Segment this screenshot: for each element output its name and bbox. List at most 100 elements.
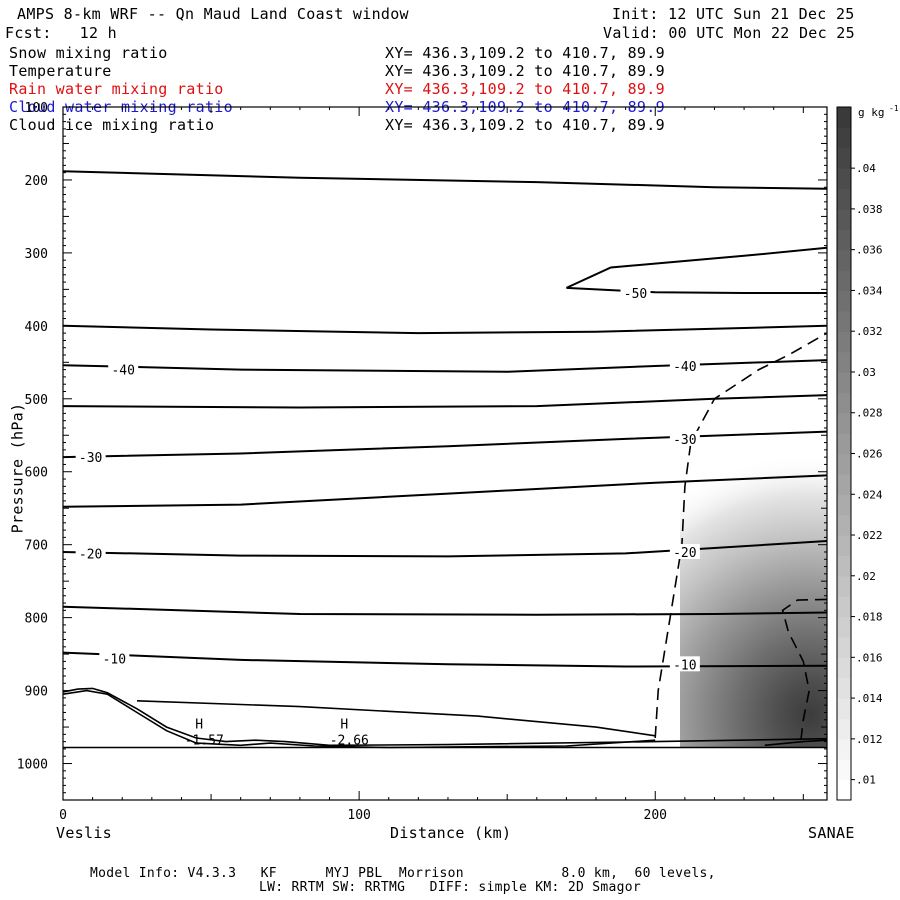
- snow-mixing-ratio-shading: [680, 440, 827, 750]
- legend-name-snow: Snow mixing ratio: [9, 44, 168, 62]
- legend-xy-snow: XY= 436.3,109.2 to 410.7, 89.9: [385, 44, 665, 62]
- init-time: Init: 12 UTC Sun 21 Dec 25: [612, 5, 855, 23]
- colorbar-swatch: [837, 473, 851, 495]
- x-tick-label: 200: [644, 808, 667, 823]
- snow-contour-upper: [136, 700, 656, 737]
- plot-frame: [62, 106, 828, 801]
- high-marker: H: [195, 718, 203, 733]
- colorbar-tick-label: .028: [856, 407, 883, 420]
- temperature-contour: [63, 324, 827, 335]
- temperature-contour: [63, 170, 827, 190]
- colorbar-tick-label: .034: [856, 284, 883, 297]
- colorbar-swatch: [837, 779, 851, 801]
- chart-title: AMPS 8-km WRF -- Qn Maud Land Coast wind…: [17, 5, 409, 23]
- contour-label: -30: [673, 433, 696, 448]
- legend-xy-rain: XY= 436.3,109.2 to 410.7, 89.9: [385, 80, 665, 98]
- colorbar-swatch: [837, 698, 851, 720]
- colorbar-tick-label: .03: [856, 366, 876, 379]
- y-tick-label: 800: [25, 612, 48, 627]
- y-tick-label: 400: [25, 320, 48, 335]
- contour-label-bg: [75, 545, 106, 561]
- contour-label-bg: [669, 357, 700, 373]
- y-tick-label: 900: [25, 685, 48, 700]
- colorbar-tick-label: .012: [856, 733, 883, 746]
- contour-label: -10: [673, 658, 696, 673]
- y-tick-label: 500: [25, 393, 48, 408]
- colorbar-tick-label: .026: [856, 448, 883, 461]
- colorbar-swatch: [837, 127, 851, 149]
- contour-label: -50: [624, 287, 647, 302]
- colorbar-swatch: [837, 759, 851, 781]
- colorbar-tick-label: .01: [856, 774, 876, 787]
- contour-label-bg: [669, 430, 700, 446]
- colorbar-tick-label: .018: [856, 611, 883, 624]
- colorbar-swatch: [837, 596, 851, 618]
- colorbar-swatch: [837, 412, 851, 434]
- cloud-water-contour: [654, 332, 827, 739]
- colorbar-tick-label: .04: [856, 162, 876, 175]
- footer-line-1: Model Info: V4.3.3 KF MYJ PBL Morrison 8…: [90, 866, 716, 881]
- colorbar-unit: g kg: [858, 106, 885, 119]
- contour-label: -10: [103, 652, 126, 667]
- colorbar-swatch: [837, 147, 851, 169]
- colorbar-swatch: [837, 453, 851, 475]
- x-axis-title: Distance (km): [390, 824, 512, 842]
- colorbar-swatch: [837, 310, 851, 332]
- colorbar-swatch: [837, 249, 851, 271]
- contour-label-bg: [669, 656, 700, 672]
- legend-name-cloudice: Cloud ice mixing ratio: [9, 116, 215, 134]
- y-tick-label: 100: [25, 101, 48, 116]
- rain-contour: [764, 739, 827, 747]
- colorbar-swatch: [837, 636, 851, 658]
- contour-label: -30: [79, 451, 102, 466]
- temperature-contour: [63, 359, 827, 373]
- colorbar-tick-label: .036: [856, 244, 883, 257]
- colorbar-swatch: [837, 575, 851, 597]
- legend-xy-cloudice: XY= 436.3,109.2 to 410.7, 89.9: [385, 116, 665, 134]
- colorbar-tick-label: .02: [856, 570, 876, 583]
- colorbar-swatch: [837, 718, 851, 740]
- colorbar-tick-label: .014: [856, 692, 883, 705]
- y-tick-label: 700: [25, 539, 48, 554]
- colorbar-swatch: [837, 677, 851, 699]
- cloud-water-contour-east: [781, 598, 827, 746]
- temperature-contour: [565, 246, 827, 289]
- legend-name-rain: Rain water mixing ratio: [9, 80, 224, 98]
- colorbar-swatch: [837, 229, 851, 251]
- high-marker: H: [340, 718, 348, 733]
- colorbar-swatch: [837, 107, 851, 128]
- colorbar-tick-label: .024: [856, 488, 883, 501]
- y-tick-label: 600: [25, 466, 48, 481]
- legend-xy-temperature: XY= 436.3,109.2 to 410.7, 89.9: [385, 62, 665, 80]
- colorbar-unit-exponent: -1: [889, 104, 899, 113]
- x-tick-label: 100: [347, 808, 370, 823]
- colorbar-swatch: [837, 331, 851, 353]
- contour-label: -20: [673, 546, 696, 561]
- colorbar-swatch: [837, 616, 851, 638]
- contour-label-bg: [99, 650, 130, 666]
- contour-label: -40: [111, 364, 134, 379]
- temperature-contour: [566, 286, 827, 294]
- y-axis-title: Pressure (hPa): [8, 402, 27, 534]
- y-tick-label: 300: [25, 247, 48, 262]
- legend-name-temperature: Temperature: [9, 62, 112, 80]
- colorbar-swatch: [837, 535, 851, 557]
- colorbar-swatch: [837, 290, 851, 312]
- x-tick-label: 0: [59, 808, 67, 823]
- below-ground-mask: [63, 748, 827, 800]
- colorbar-swatch: [837, 392, 851, 414]
- high-value: -2.66: [330, 734, 369, 749]
- colorbar-swatch: [837, 738, 851, 760]
- colorbar-swatch: [837, 351, 851, 373]
- high-value: -1.57: [185, 734, 224, 749]
- y-tick-label: 200: [25, 174, 48, 189]
- colorbar-swatch: [837, 168, 851, 190]
- colorbar-swatch: [837, 371, 851, 393]
- colorbar-swatch: [837, 657, 851, 679]
- footer-line-2: LW: RRTM SW: RRTMG DIFF: simple KM: 2D S…: [259, 880, 641, 895]
- temperature-contour: [63, 605, 827, 616]
- contour-label-bg: [108, 361, 139, 377]
- contour-label-bg: [75, 449, 106, 465]
- y-tick-label: 1000: [17, 758, 48, 773]
